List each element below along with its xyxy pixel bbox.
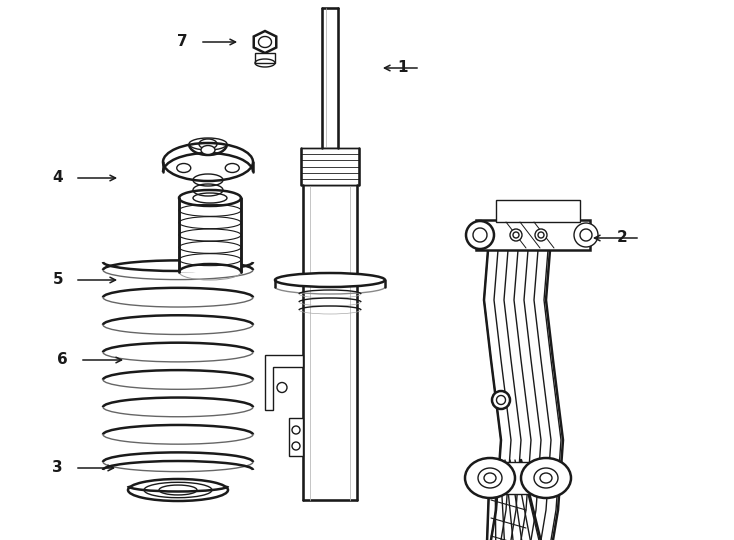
Text: 3: 3 (52, 461, 63, 476)
Ellipse shape (292, 442, 300, 450)
Ellipse shape (534, 468, 558, 488)
Ellipse shape (535, 229, 547, 241)
Text: 7: 7 (178, 35, 188, 50)
Ellipse shape (201, 145, 215, 154)
Polygon shape (255, 53, 275, 63)
Polygon shape (303, 185, 357, 500)
Polygon shape (265, 355, 303, 410)
Polygon shape (254, 31, 276, 53)
Polygon shape (322, 8, 338, 148)
Polygon shape (496, 200, 580, 222)
Polygon shape (301, 148, 359, 185)
Ellipse shape (177, 164, 191, 172)
Polygon shape (476, 220, 590, 250)
Ellipse shape (521, 458, 571, 498)
Text: 1: 1 (398, 60, 408, 76)
Ellipse shape (465, 458, 515, 498)
Ellipse shape (225, 164, 239, 172)
Polygon shape (289, 418, 303, 456)
Text: 4: 4 (52, 171, 63, 186)
Text: 5: 5 (52, 273, 63, 287)
Ellipse shape (275, 273, 385, 287)
Text: 2: 2 (617, 231, 628, 246)
Ellipse shape (538, 232, 544, 238)
Ellipse shape (163, 143, 253, 181)
Ellipse shape (510, 229, 522, 241)
Text: 6: 6 (57, 353, 68, 368)
Ellipse shape (540, 473, 552, 483)
Ellipse shape (292, 426, 300, 434)
Ellipse shape (128, 479, 228, 501)
Polygon shape (179, 198, 241, 272)
Ellipse shape (277, 382, 287, 393)
Ellipse shape (574, 223, 598, 247)
Ellipse shape (466, 221, 494, 249)
Ellipse shape (478, 468, 502, 488)
Ellipse shape (484, 473, 496, 483)
Ellipse shape (513, 232, 519, 238)
Polygon shape (480, 462, 556, 494)
Ellipse shape (492, 391, 510, 409)
